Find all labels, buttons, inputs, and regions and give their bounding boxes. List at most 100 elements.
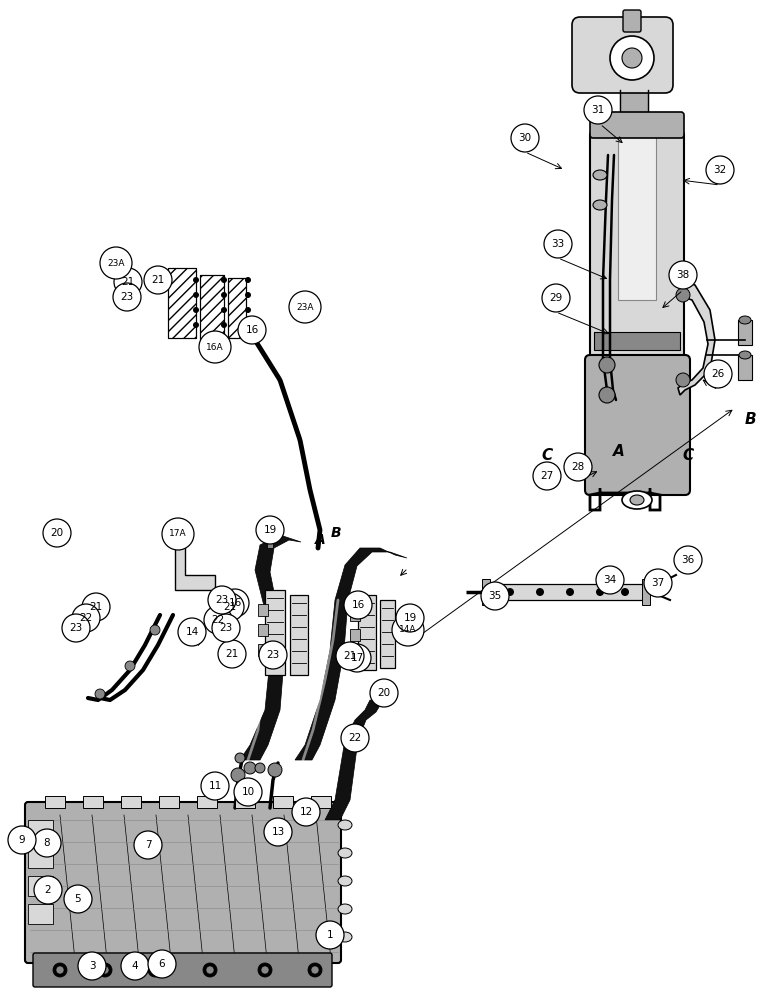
Circle shape (113, 283, 141, 311)
FancyBboxPatch shape (585, 355, 690, 495)
Ellipse shape (338, 820, 352, 830)
Circle shape (162, 518, 194, 550)
Text: A: A (613, 444, 625, 460)
Circle shape (621, 588, 629, 596)
Circle shape (72, 604, 100, 632)
Circle shape (669, 261, 697, 289)
Circle shape (43, 519, 71, 547)
Bar (350, 629, 360, 641)
Text: 21: 21 (225, 649, 239, 659)
Circle shape (292, 798, 320, 826)
FancyBboxPatch shape (590, 131, 684, 464)
Text: 23: 23 (266, 650, 279, 660)
Circle shape (336, 642, 364, 670)
Text: 9: 9 (19, 835, 25, 845)
Text: C: C (541, 448, 553, 462)
Circle shape (114, 268, 142, 296)
Circle shape (255, 763, 265, 773)
Text: 19: 19 (404, 613, 417, 623)
Text: 13: 13 (272, 827, 285, 837)
Circle shape (148, 963, 162, 977)
Text: 27: 27 (540, 471, 554, 481)
Circle shape (264, 818, 292, 846)
Circle shape (542, 284, 570, 312)
Bar (200, 275, 224, 340)
Text: 29: 29 (550, 293, 563, 303)
Bar (235, 796, 255, 808)
Circle shape (674, 546, 702, 574)
Circle shape (533, 462, 561, 490)
Circle shape (235, 753, 245, 763)
Polygon shape (175, 540, 215, 590)
Circle shape (308, 963, 322, 977)
Bar (28, 876, 53, 896)
Text: 16: 16 (351, 600, 364, 610)
Bar (258, 604, 268, 616)
Text: A: A (315, 533, 325, 547)
Circle shape (481, 582, 509, 610)
Text: 6: 6 (159, 959, 165, 969)
Bar (273, 796, 293, 808)
Circle shape (544, 230, 572, 258)
Bar (405, 606, 411, 626)
Circle shape (374, 684, 386, 696)
Ellipse shape (338, 848, 352, 858)
Circle shape (78, 952, 106, 980)
Bar (228, 278, 246, 338)
Circle shape (311, 966, 319, 974)
Circle shape (506, 588, 514, 596)
Circle shape (62, 614, 90, 642)
Text: 23A: 23A (296, 302, 313, 312)
Circle shape (244, 762, 256, 774)
Circle shape (193, 292, 199, 298)
Circle shape (256, 516, 284, 544)
Circle shape (150, 625, 160, 635)
Text: 7: 7 (144, 840, 151, 850)
Text: 5: 5 (75, 894, 81, 904)
Text: 19: 19 (263, 525, 276, 535)
Text: B: B (744, 412, 756, 428)
Bar (200, 275, 224, 340)
Text: 35: 35 (489, 591, 502, 601)
Text: 22: 22 (212, 615, 225, 625)
Text: 21: 21 (151, 275, 164, 285)
Text: 21: 21 (223, 602, 237, 612)
Circle shape (203, 963, 217, 977)
Circle shape (245, 292, 251, 298)
Text: 30: 30 (519, 133, 532, 143)
Bar (258, 624, 268, 636)
FancyBboxPatch shape (590, 112, 684, 138)
Circle shape (221, 589, 249, 617)
Circle shape (193, 307, 199, 313)
Bar (618, 135, 656, 300)
Circle shape (536, 588, 544, 596)
Circle shape (566, 588, 574, 596)
Circle shape (289, 291, 321, 323)
Ellipse shape (622, 491, 652, 509)
Bar (350, 649, 360, 661)
Circle shape (101, 966, 109, 974)
Circle shape (56, 966, 64, 974)
Text: 23: 23 (69, 623, 83, 633)
Text: 23A: 23A (107, 258, 125, 267)
Bar (486, 584, 646, 600)
Bar (358, 595, 376, 670)
Circle shape (216, 593, 244, 621)
Text: 20: 20 (378, 688, 391, 698)
Text: 23: 23 (120, 292, 134, 302)
Polygon shape (295, 548, 407, 760)
Text: 3: 3 (89, 961, 95, 971)
Bar (642, 579, 650, 605)
Circle shape (193, 322, 199, 328)
Bar (311, 796, 331, 808)
Circle shape (125, 661, 135, 671)
Ellipse shape (739, 316, 751, 324)
Bar (267, 528, 273, 548)
Circle shape (245, 277, 251, 283)
Circle shape (33, 829, 61, 857)
Circle shape (370, 679, 398, 707)
Circle shape (221, 292, 227, 298)
Text: 16A: 16A (206, 342, 224, 352)
Text: 21: 21 (121, 277, 134, 287)
Text: 10: 10 (242, 787, 255, 797)
